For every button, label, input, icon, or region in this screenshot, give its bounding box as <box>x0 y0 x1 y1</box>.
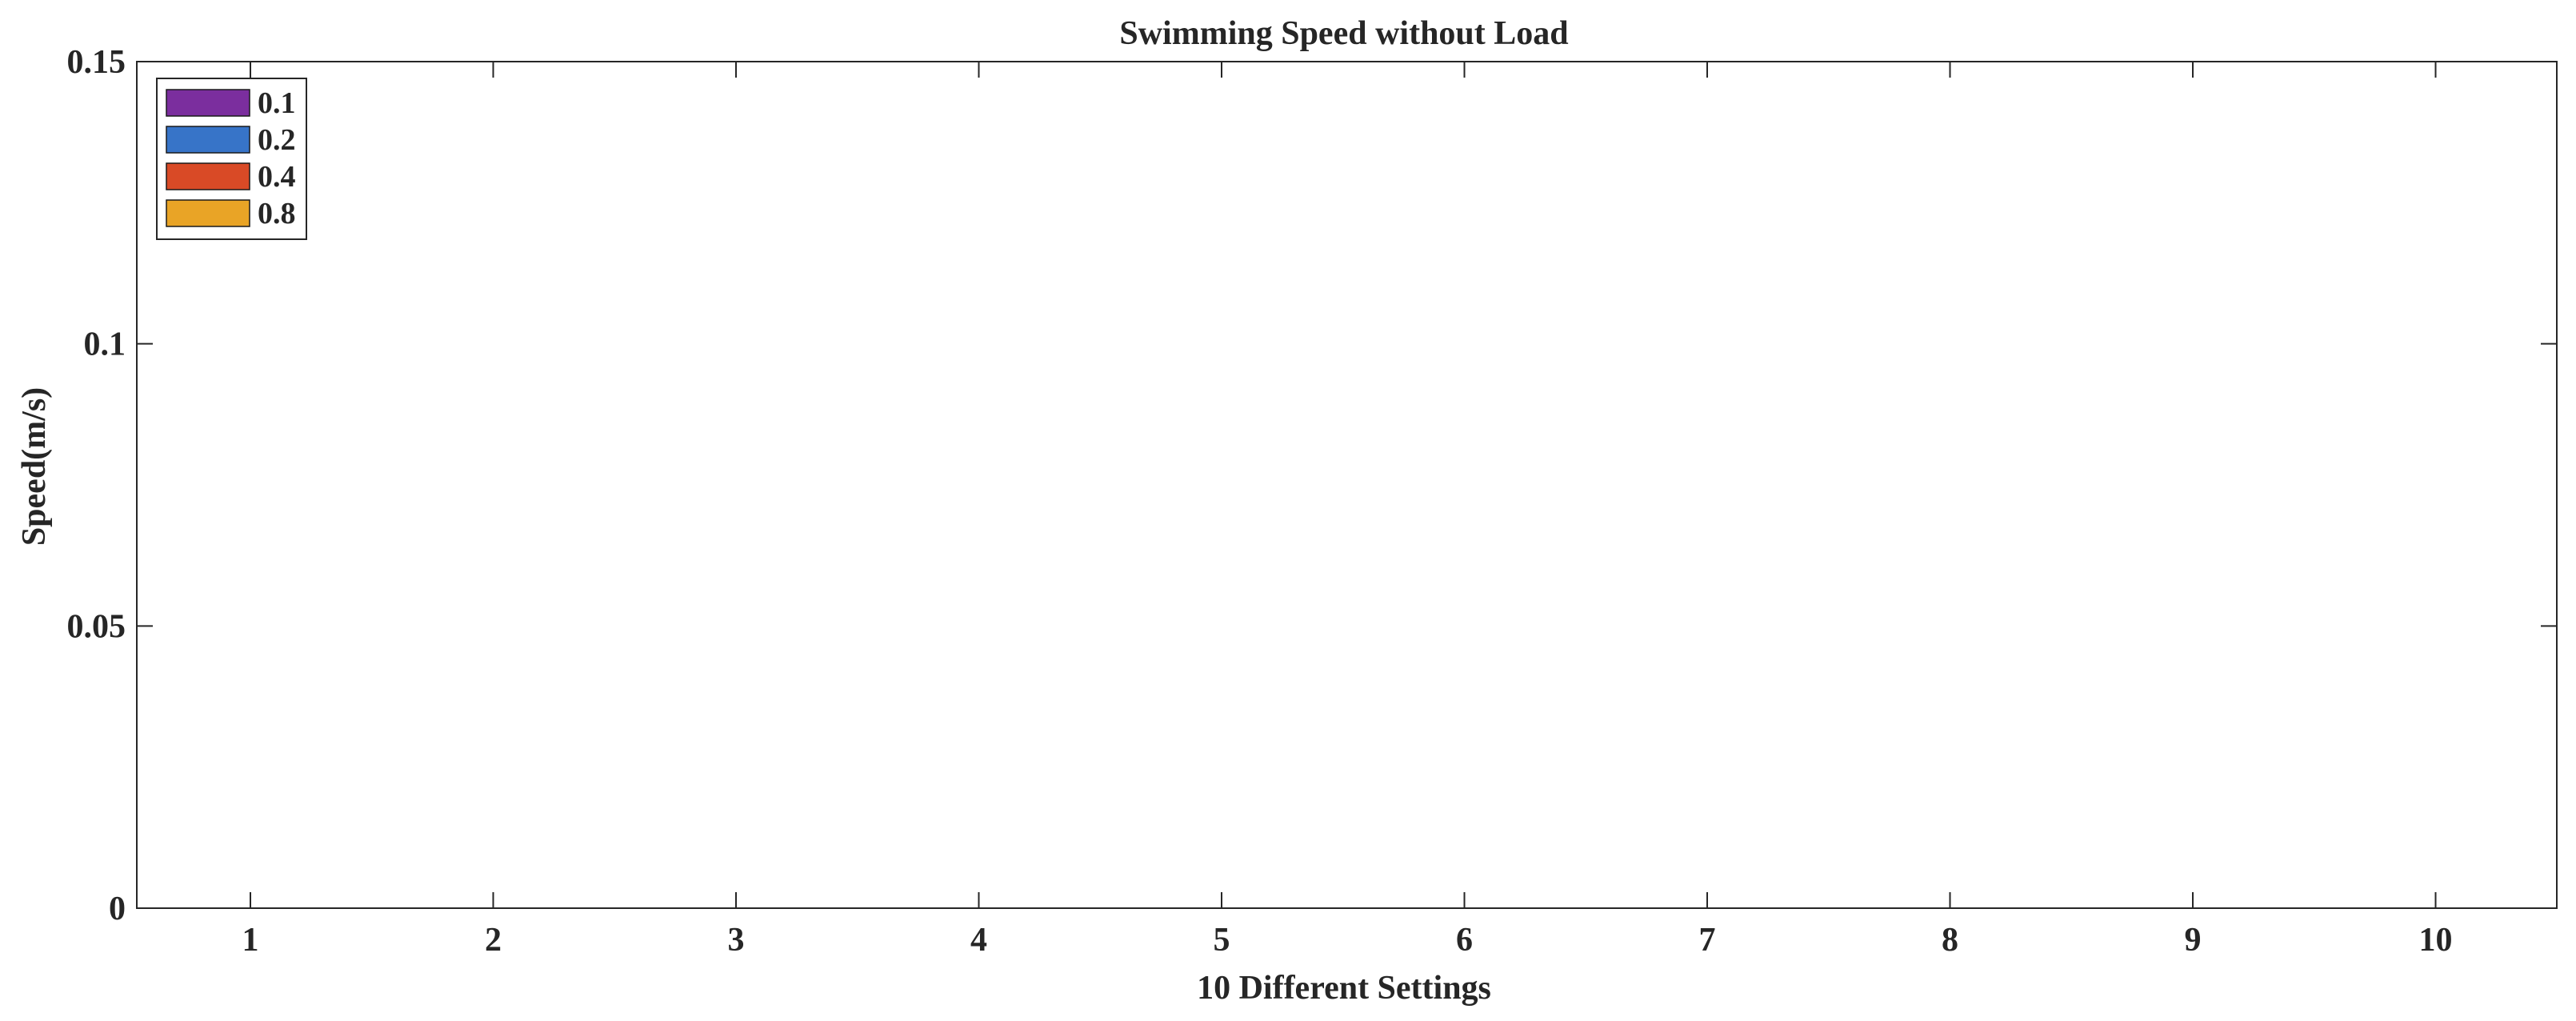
x-tick-label-9: 9 <box>2185 922 2202 959</box>
plot-area-frame <box>136 61 2558 909</box>
legend-swatch-0.4 <box>166 162 250 190</box>
x-tick-label-8: 8 <box>1942 922 1958 959</box>
chart-title: Swimming Speed without Load <box>1119 15 1568 52</box>
x-tick-label-1: 1 <box>242 922 259 959</box>
x-tick-label-5: 5 <box>1214 922 1230 959</box>
x-tick-label-4: 4 <box>970 922 987 959</box>
x-tick-label-7: 7 <box>1699 922 1716 959</box>
legend: 0.10.20.40.8 <box>156 78 307 240</box>
legend-label-0.2: 0.2 <box>258 123 296 157</box>
legend-swatch-0.8 <box>166 199 250 227</box>
legend-swatch-0.2 <box>166 126 250 154</box>
y-axis-label: Speed(m/s) <box>16 387 53 546</box>
legend-label-0.4: 0.4 <box>258 160 296 194</box>
legend-label-0.8: 0.8 <box>258 197 296 230</box>
legend-label-0.1: 0.1 <box>258 86 296 120</box>
axes-layer: 1 2 3 4 5 6 7 8 9 10 0 0.05 0.1 0.15 <box>67 44 2558 959</box>
x-tick-label-3: 3 <box>728 922 745 959</box>
y-tick-label-0: 0 <box>109 891 126 927</box>
x-tick-label-2: 2 <box>485 922 502 959</box>
y-tick-label-0.15: 0.15 <box>67 44 126 81</box>
x-tick-label-6: 6 <box>1456 922 1473 959</box>
x-axis-label: 10 Different Settings <box>1197 970 1491 1007</box>
x-tick-label-10: 10 <box>2419 922 2453 959</box>
y-tick-label-0.1: 0.1 <box>84 326 126 363</box>
legend-swatch-0.1 <box>166 89 250 117</box>
y-tick-label-0.05: 0.05 <box>67 608 126 645</box>
